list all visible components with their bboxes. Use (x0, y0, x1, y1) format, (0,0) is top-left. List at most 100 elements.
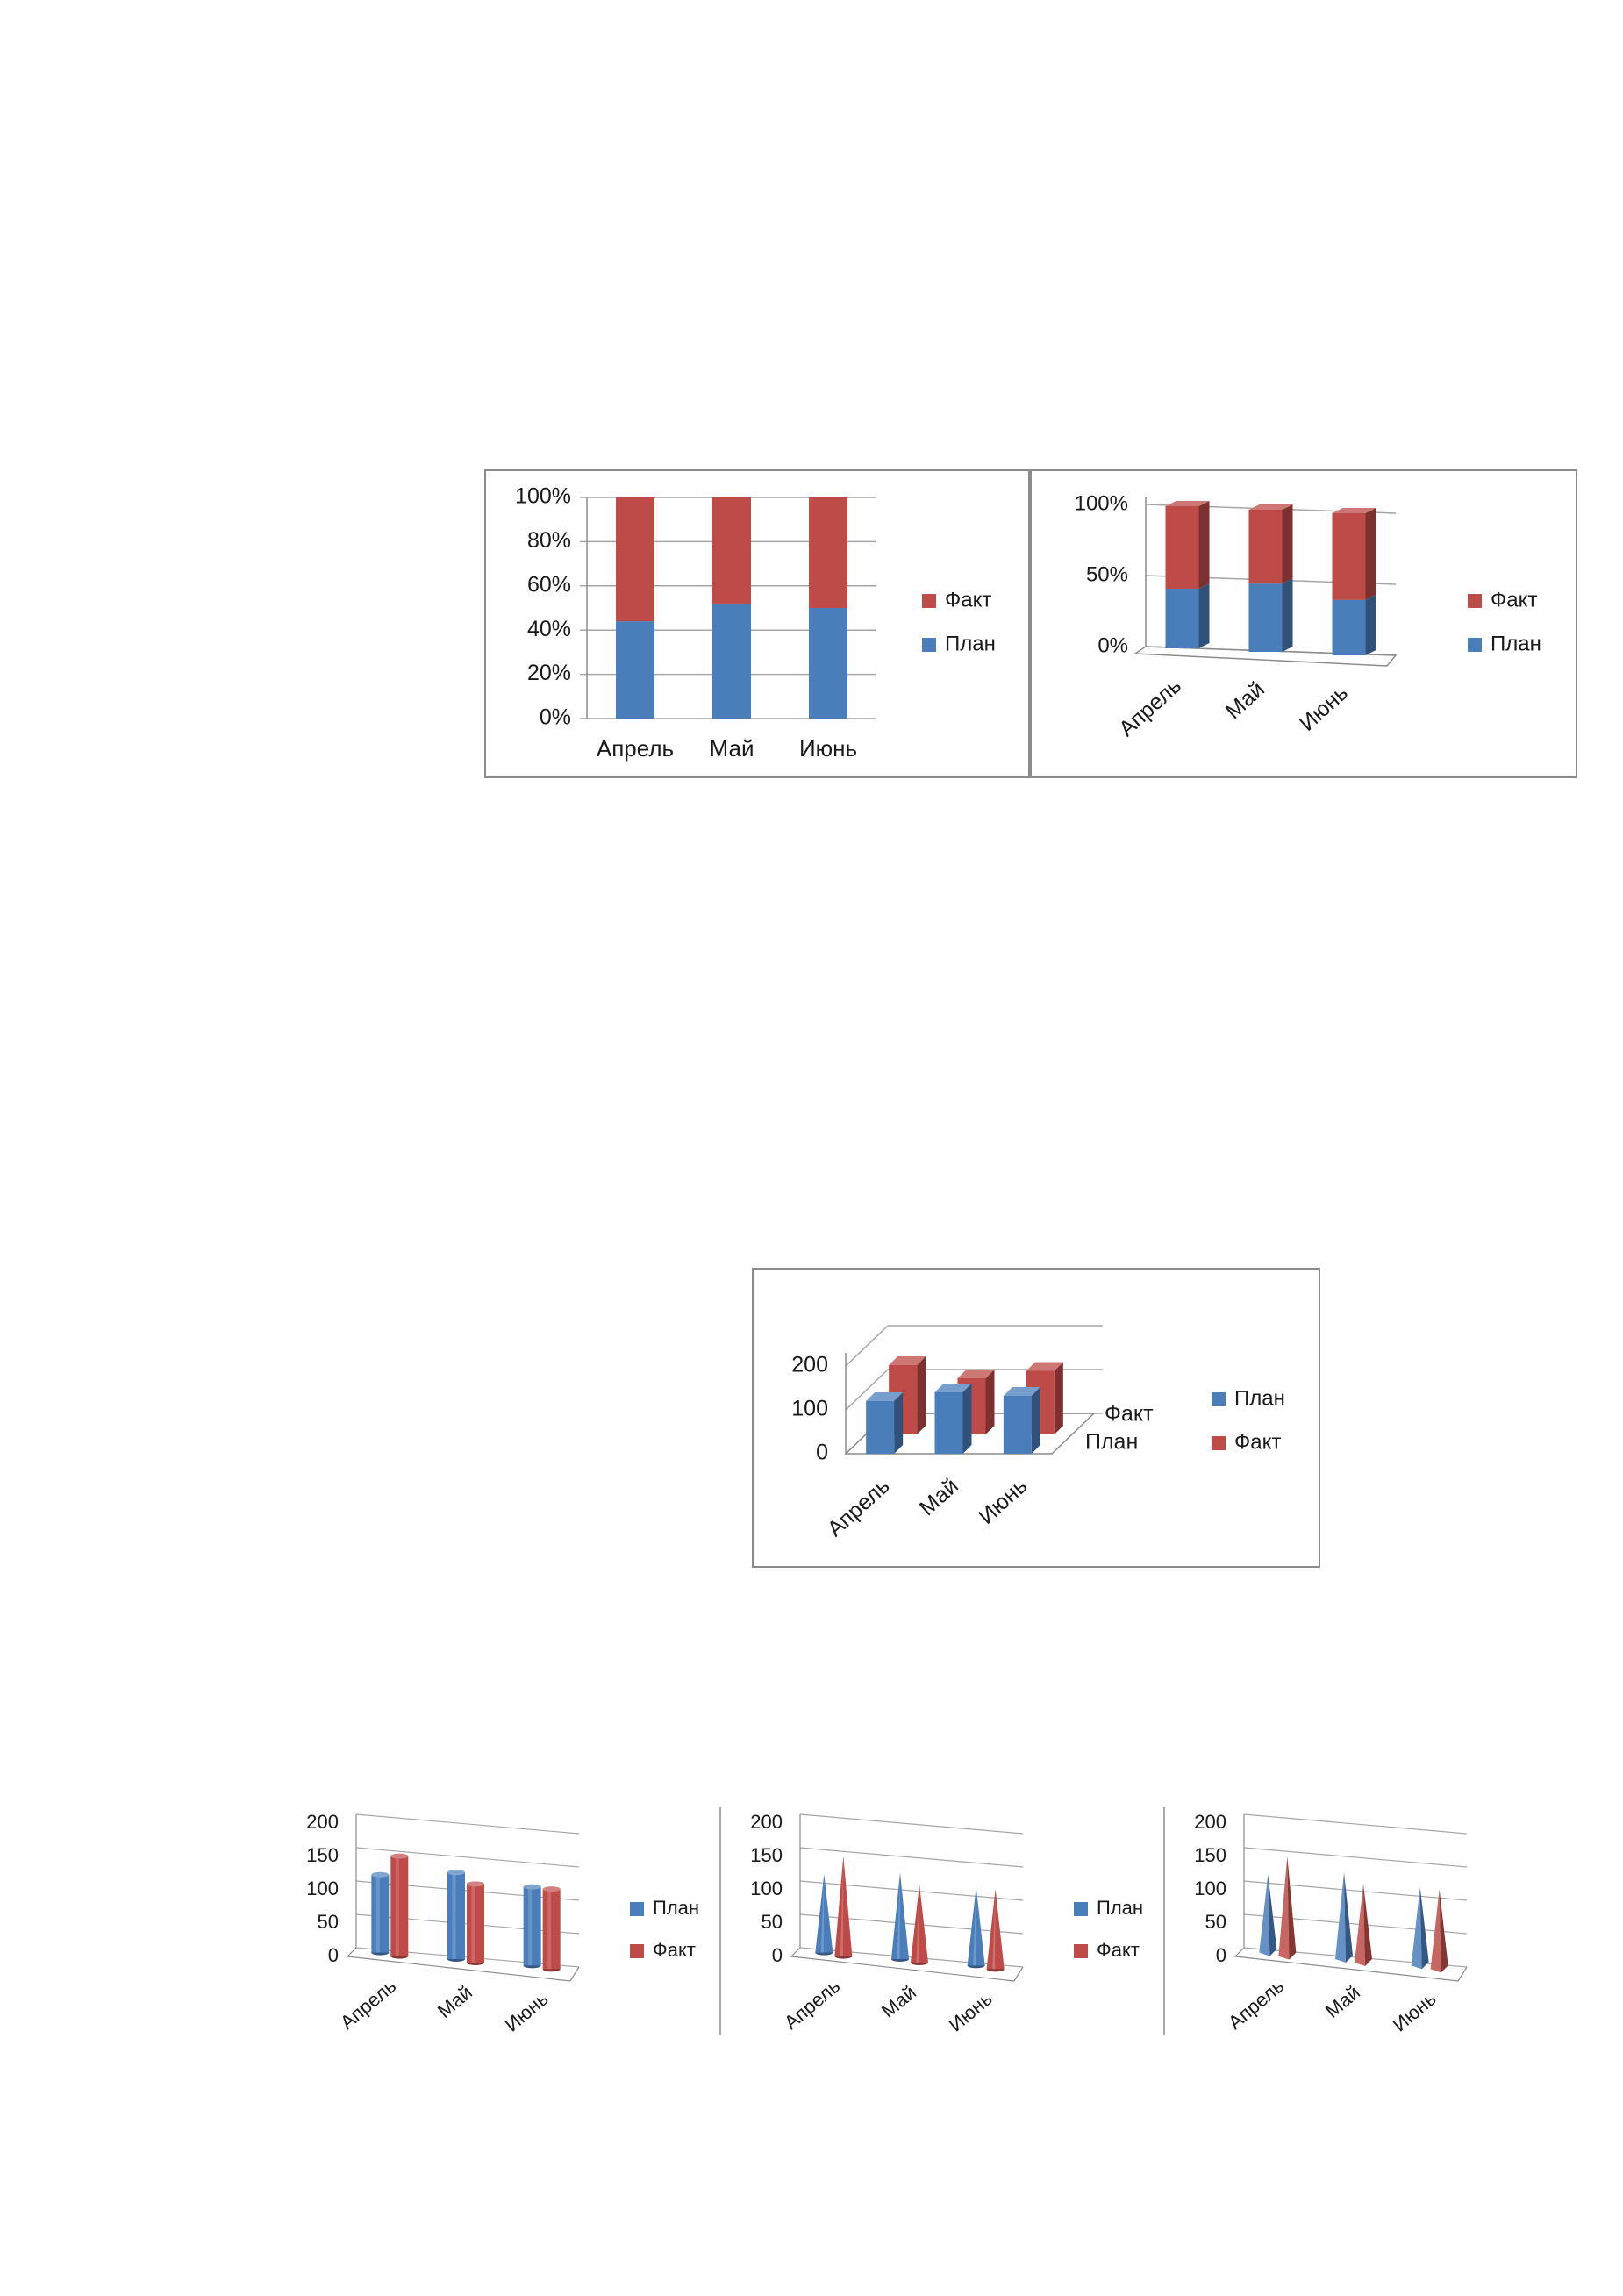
y-tick-label: 100% (515, 484, 571, 509)
legend-swatch-plan (1468, 638, 1482, 652)
legend-swatch-plan (1212, 1392, 1226, 1406)
bar-fact (542, 1889, 561, 1970)
bar-fact-highlight (395, 1856, 399, 1956)
bar-fact-top (1248, 504, 1293, 510)
gridline (845, 1325, 889, 1367)
bar-plan-highlight (375, 1874, 380, 1953)
bar-plan-side (1031, 1387, 1040, 1454)
bar-plan (523, 1886, 541, 1966)
chart-3d-cylinders: 0 50 100 150 200 Апрель Май Июнь План Факт (290, 1799, 711, 2036)
gridline (799, 1880, 1024, 1901)
y-tick-label: 100 (306, 1878, 339, 1899)
floor (346, 1947, 580, 1982)
y-tick-label: 100% (1075, 491, 1128, 515)
gridline (845, 1369, 889, 1411)
legend-swatch-plan (630, 1902, 644, 1916)
bar-fact (834, 1856, 853, 1956)
x-tick-label: Май (877, 1981, 920, 2022)
y-tick-label: 100 (1194, 1878, 1226, 1899)
bar-fact-top (957, 1370, 995, 1378)
bar-plan-top (1003, 1387, 1040, 1396)
floor (1233, 1947, 1468, 1982)
bar-plan-side (1419, 1886, 1429, 1970)
bar-fact-side (917, 1356, 926, 1434)
legend-swatch-fact (1468, 594, 1482, 608)
bar-fact-side (1287, 1856, 1297, 1960)
x-tick-label: Май (1321, 1981, 1364, 2022)
gridline (1243, 1847, 1468, 1868)
legend-swatch-plan (1074, 1902, 1088, 1916)
legend-label-fact: Факт (1097, 1939, 1140, 1961)
chart-svg: 0% 50% 100% Апрель Май Июнь Факт План (1075, 491, 1541, 742)
bar-fact (911, 1884, 928, 1963)
x-tick-label: Июнь (1295, 681, 1353, 736)
bar-plan-top (523, 1884, 541, 1890)
chart-svg: 0% 20% 40% 60% 80% 100% Апрель Май Июнь Факт План (515, 484, 996, 762)
bar-plan-side (1365, 594, 1376, 655)
bar-plan (1003, 1396, 1032, 1454)
bar-plan-highlight (973, 1886, 976, 1966)
bar-fact-side (1439, 1889, 1448, 1973)
y-tick-label: 0% (540, 705, 571, 730)
bar-fact-highlight (547, 1889, 552, 1970)
bar-fact (1278, 1856, 1290, 1960)
bar-plan (967, 1886, 985, 1966)
bar-fact-top (390, 1853, 409, 1859)
chart-3d-pyramids: 0 50 100 150 200 Апрель Май Июнь (1177, 1799, 1476, 2036)
x-tick-label: Апрель (597, 735, 674, 762)
bar-plan (1411, 1886, 1422, 1970)
x-tick-label: Апрель (1114, 674, 1186, 742)
x-tick-label: Июнь (799, 735, 857, 762)
bar-plan (712, 603, 751, 719)
bar-fact (1332, 513, 1366, 600)
chart-divider (719, 1807, 721, 2035)
bar-plan-side (1282, 578, 1293, 652)
bar-fact (467, 1884, 484, 1963)
x-tick-label: Июнь (945, 1987, 997, 2035)
bar-plan (1259, 1873, 1270, 1956)
legend-swatch-plan (922, 638, 936, 652)
bar-plan-highlight (528, 1886, 533, 1966)
x-tick-label: Май (433, 1981, 476, 2022)
floor (790, 1947, 1024, 1982)
x-tick-label: Апрель (780, 1975, 844, 2034)
y-tick-label: 0% (1097, 633, 1128, 657)
bar-fact-side (1054, 1362, 1063, 1434)
bar-plan (1248, 583, 1283, 652)
legend-label-plan: План (1097, 1897, 1143, 1919)
bar-fact-highlight (471, 1884, 475, 1963)
bar-fact-side (1282, 504, 1293, 584)
x-tick-label: Май (1221, 677, 1269, 725)
bar-fact-side (1365, 508, 1376, 600)
y-tick-label: 0 (816, 1441, 828, 1465)
gridline (355, 1847, 580, 1868)
y-tick-label: 50% (1086, 562, 1128, 586)
y-tick-label: 60% (527, 572, 571, 597)
bar-plan-top (866, 1392, 904, 1401)
gridline (1243, 1813, 1468, 1835)
bar-fact-top (889, 1356, 926, 1365)
y-tick-label: 200 (791, 1353, 828, 1377)
bar-fact-side (1363, 1884, 1372, 1966)
x-tick-label: Апрель (336, 1975, 400, 2034)
y-tick-label: 100 (791, 1397, 828, 1421)
bar-fact (1165, 506, 1199, 589)
bar-plan (371, 1874, 390, 1953)
legend-label-plan: План (1491, 632, 1541, 655)
legend-label-fact: Факт (1234, 1430, 1281, 1454)
bar-plan-top (447, 1870, 465, 1876)
bar-plan-highlight (452, 1872, 456, 1959)
y-tick-label: 150 (306, 1844, 339, 1866)
x-tick-label: Апрель (1224, 1975, 1288, 2034)
depth-label: План (1085, 1430, 1138, 1455)
y-tick-label: 0 (772, 1944, 783, 1966)
legend-swatch-fact (630, 1944, 644, 1958)
y-tick-label: 50 (318, 1911, 339, 1933)
bar-fact-top (542, 1886, 561, 1892)
bar-plan-highlight (820, 1873, 825, 1953)
bar-fact-highlight (992, 1889, 996, 1970)
y-tick-label: 100 (750, 1878, 783, 1899)
bar-fact-side (985, 1370, 995, 1434)
bar-fact-top (1332, 508, 1376, 513)
legend-label-plan: План (945, 632, 996, 655)
